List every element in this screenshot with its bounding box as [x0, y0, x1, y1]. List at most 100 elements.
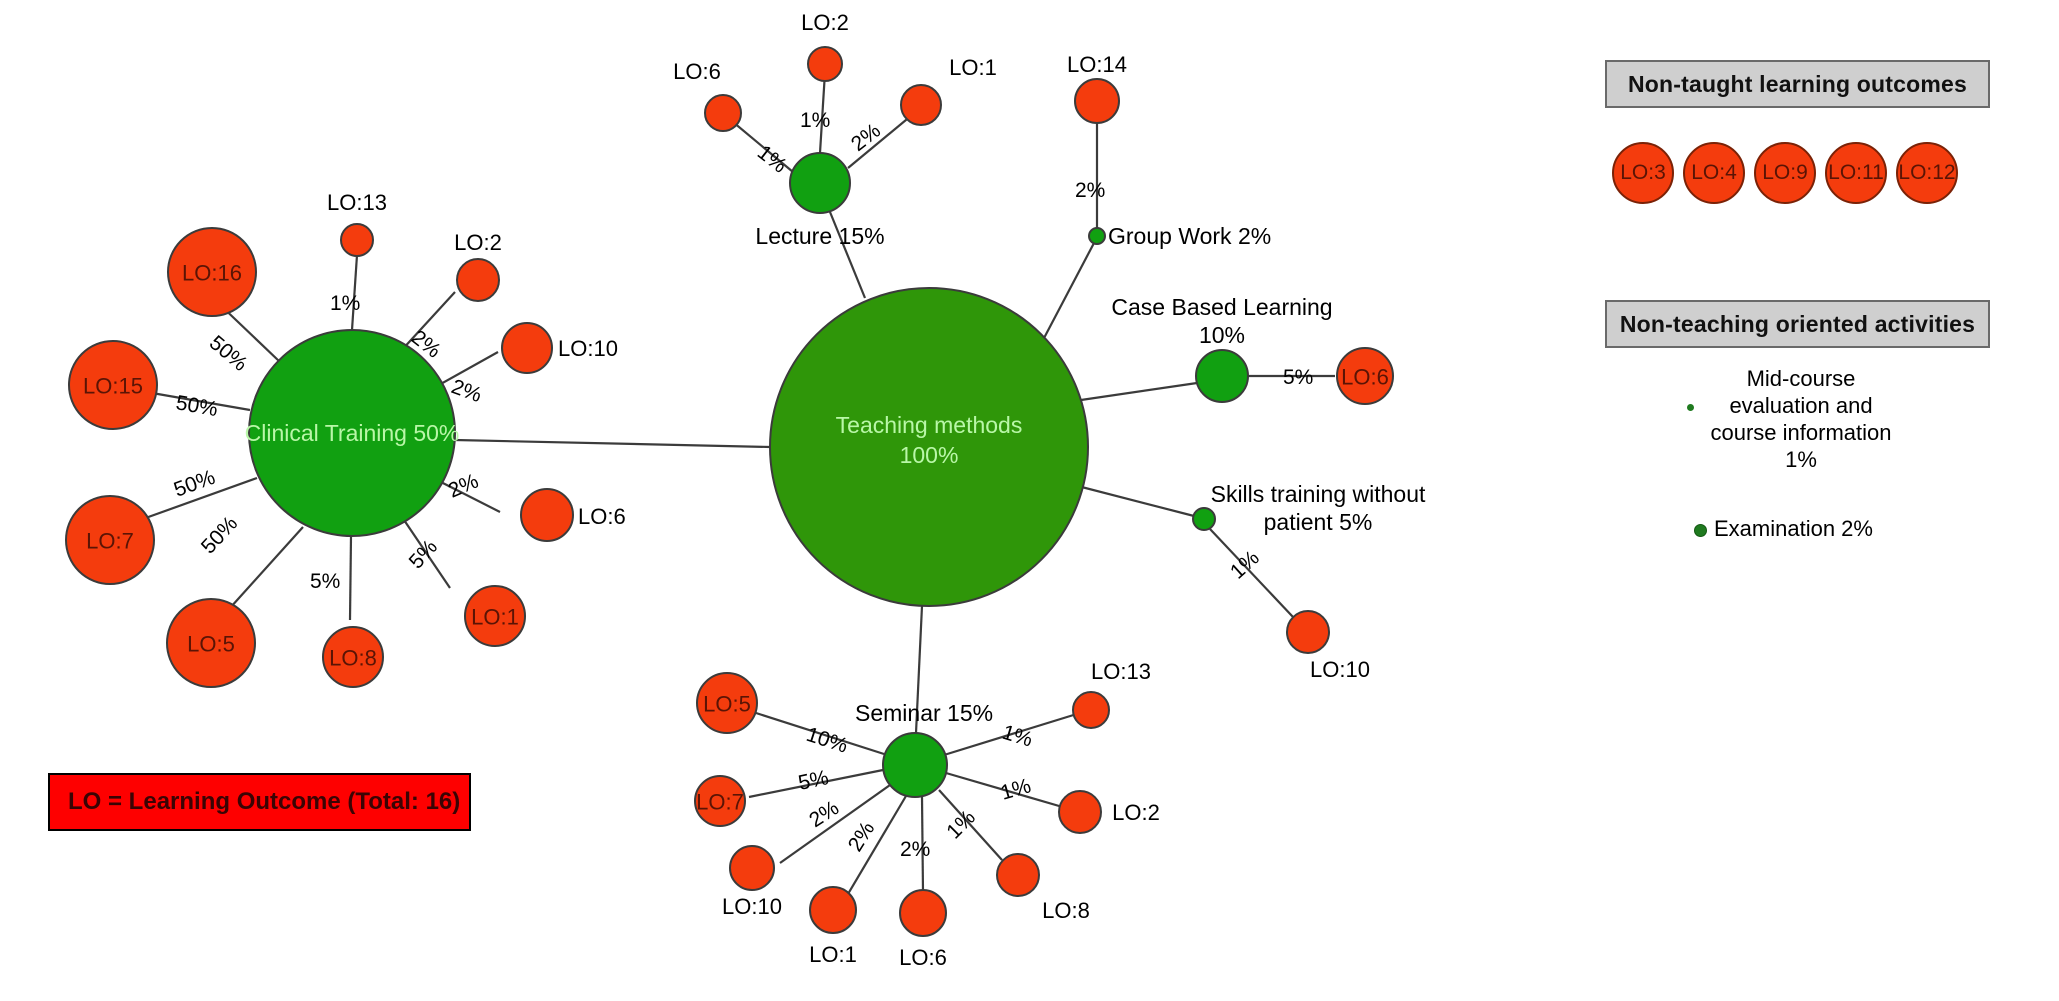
node-lecture[interactable]: Lecture 15%	[755, 152, 885, 249]
teaching-methods-circle[interactable]	[769, 287, 1089, 607]
lecture-circle[interactable]	[789, 152, 851, 214]
node-lo5-seminar[interactable]	[696, 672, 758, 734]
label-lo5-seminar: LO:5	[703, 692, 751, 717]
skills-training-label-line2: patient 5%	[1264, 509, 1373, 535]
teaching-methods-label-line2: 100%	[900, 442, 959, 468]
teaching-methods-label-line1: Teaching methods	[836, 412, 1023, 438]
edge-clinical-lo1	[403, 519, 451, 589]
learning-outcome-key: LO = Learning Outcome (Total: 16)	[48, 773, 471, 831]
label-lo13-seminar: LO:13	[1091, 659, 1151, 684]
pct-lecture-lo2: 1%	[800, 109, 830, 132]
node-lo13-clinical[interactable]	[340, 223, 374, 257]
chip-lo9[interactable]: LO:9	[1754, 142, 1816, 204]
node-lo16[interactable]	[167, 227, 257, 317]
skills-training-label-line1: Skills training without	[1211, 481, 1426, 507]
pct-cbl-lo6: 5%	[1283, 366, 1313, 389]
lecture-edges	[732, 71, 913, 173]
node-lo14[interactable]	[1074, 78, 1120, 124]
label-lo10-seminar: LO:10	[722, 894, 782, 919]
case-based-learning-circle[interactable]	[1195, 349, 1249, 403]
pct-clinical-lo5: 50%	[197, 512, 242, 558]
node-lo7-clinical[interactable]	[65, 495, 155, 585]
chip-lo12[interactable]: LO:12	[1896, 142, 1958, 204]
node-lo15-clinical[interactable]	[68, 340, 158, 430]
group-work-label: Group Work 2%	[1108, 223, 1271, 249]
edge-center-groupwork	[1042, 242, 1095, 341]
node-skills-training[interactable]: Skills training without patient 5%	[1192, 481, 1426, 535]
node-lo2-clinical[interactable]	[456, 258, 500, 302]
label-lo8-seminar: LO:8	[1042, 898, 1090, 923]
edge-seminar-lo2	[945, 771, 1067, 810]
node-seminar[interactable]: Seminar 15%	[855, 700, 993, 798]
edge-clinical-lo15	[151, 391, 251, 412]
pct-clinical-lo8: 5%	[310, 570, 340, 593]
node-lo6-clinical[interactable]	[520, 488, 574, 542]
edge-center-lecture	[828, 211, 867, 299]
label-lo16: LO:16	[182, 261, 242, 286]
pct-clinical-lo10: 2%	[448, 375, 484, 407]
group-work-circle[interactable]	[1088, 227, 1106, 245]
pct-clinical-lo6: 2%	[445, 470, 482, 503]
edge-seminar-lo7	[748, 768, 884, 799]
edge-center-clinical	[454, 438, 771, 449]
non-taught-learning-outcomes-header: Non-taught learning outcomes	[1605, 60, 1990, 108]
node-lo10-seminar[interactable]	[729, 845, 775, 891]
edge-clinical-lo7	[139, 476, 258, 522]
edge-center-skills	[1069, 482, 1195, 518]
node-lo10-skills[interactable]	[1286, 610, 1330, 654]
node-teaching-methods[interactable]: Teaching methods 100%	[769, 287, 1089, 607]
edge-center-cbl	[1080, 381, 1198, 402]
node-group-work[interactable]: Group Work 2%	[1088, 223, 1271, 249]
node-lo2-lecture[interactable]	[807, 46, 843, 82]
pct-clinical-lo15: 50%	[174, 391, 219, 421]
node-case-based-learning[interactable]: Case Based Learning 10%	[1111, 294, 1333, 403]
seminar-circle[interactable]	[882, 732, 948, 798]
node-lo7-seminar[interactable]	[694, 775, 746, 827]
pct-lecture-lo1: 2%	[847, 119, 885, 156]
cbl-leaves: LO:6 5%	[1283, 347, 1394, 405]
clinical-training-circle[interactable]	[248, 329, 456, 537]
pct-seminar-lo7: 5%	[796, 766, 830, 795]
edge-lecture-lo6	[732, 121, 794, 173]
pct-seminar-lo10: 2%	[805, 796, 843, 832]
clinical-leaves: LO:16 LO:15 LO:7 LO:5 LO:8 LO:1 LO:6 LO:…	[65, 190, 626, 688]
node-lo1-clinical[interactable]	[464, 585, 526, 647]
pct-groupwork-lo14: 2%	[1075, 179, 1105, 202]
node-lo6-lecture[interactable]	[704, 94, 742, 132]
node-lo8-seminar[interactable]	[996, 853, 1040, 897]
label-lo2-seminar: LO:2	[1112, 800, 1160, 825]
node-lo10-clinical[interactable]	[501, 322, 553, 374]
label-lo7-seminar: LO:7	[696, 790, 744, 815]
node-lo13-seminar[interactable]	[1072, 691, 1110, 729]
chip-lo4[interactable]: LO:4	[1683, 142, 1745, 204]
node-lo1-seminar[interactable]	[809, 886, 857, 934]
skills-training-circle[interactable]	[1192, 507, 1216, 531]
label-lo1-seminar: LO:1	[809, 942, 857, 967]
groupwork-leaves: LO:14 2%	[1067, 52, 1127, 202]
pct-seminar-lo8: 1%	[942, 806, 980, 844]
chip-lo3[interactable]: LO:3	[1612, 142, 1674, 204]
node-lo8-clinical[interactable]	[322, 626, 384, 688]
edge-clinical-lo5	[229, 526, 304, 609]
node-lo5-clinical[interactable]	[166, 598, 256, 688]
label-lo8-clinical: LO:8	[329, 646, 377, 671]
pct-clinical-lo7: 50%	[171, 466, 218, 502]
chip-lo11[interactable]: LO:11	[1825, 142, 1887, 204]
label-lo2-clinical: LO:2	[454, 230, 502, 255]
node-lo1-lecture[interactable]	[900, 84, 942, 126]
lecture-label: Lecture 15%	[755, 223, 884, 249]
node-lo6-cbl[interactable]	[1336, 347, 1394, 405]
label-lo6-clinical: LO:6	[578, 504, 626, 529]
edge-clinical-lo6	[432, 477, 501, 513]
midcourse-evaluation-label: Mid-course evaluation and course informa…	[1710, 366, 1892, 472]
node-lo2-seminar[interactable]	[1058, 790, 1102, 834]
node-lo6-seminar[interactable]	[899, 889, 947, 937]
non-teaching-oriented-activities-header: Non-teaching oriented activities	[1605, 300, 1990, 348]
label-lo6-seminar: LO:6	[899, 945, 947, 970]
seminar-edges	[748, 711, 1081, 895]
node-clinical-training[interactable]: Clinical Training 50%	[245, 329, 460, 537]
clinical-training-label: Clinical Training 50%	[245, 420, 460, 446]
edge-skills-lo10	[1209, 528, 1294, 618]
